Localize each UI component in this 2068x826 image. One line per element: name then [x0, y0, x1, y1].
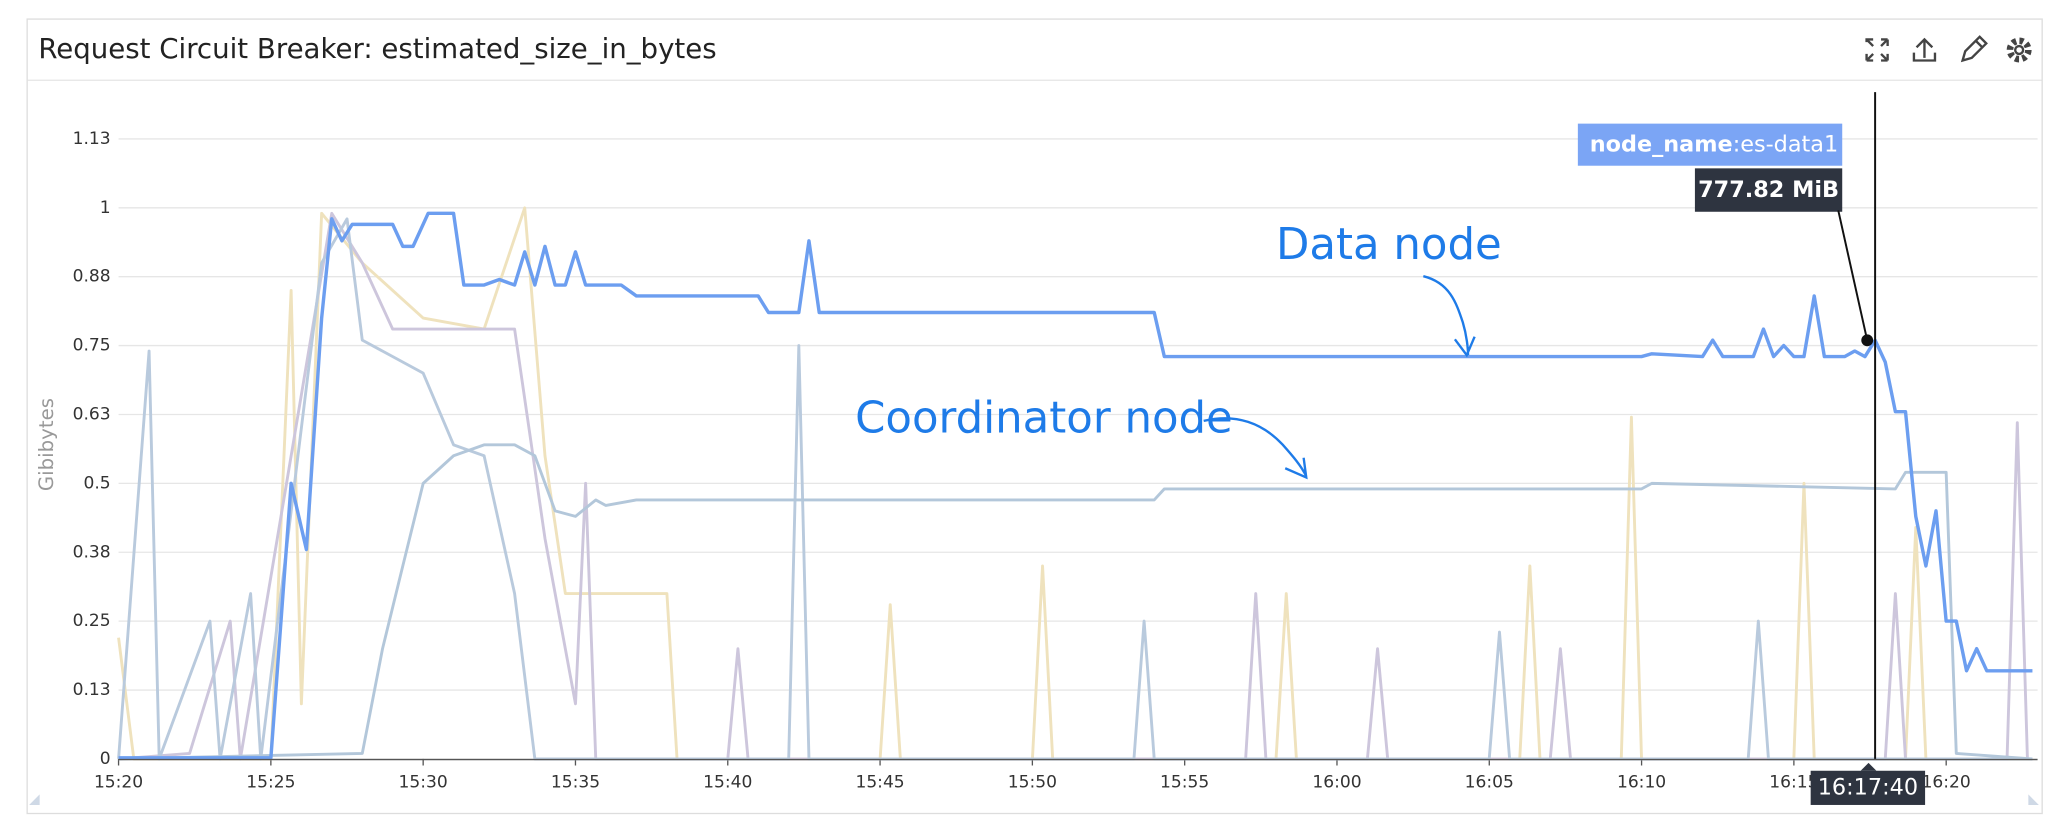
x-tick-label: 15:50 — [1008, 773, 1057, 793]
x-tick-label: 16:10 — [1617, 773, 1666, 793]
y-tick-label: 1 — [100, 198, 111, 218]
x-tick-label: 15:45 — [855, 773, 904, 793]
x-tick-label: 15:30 — [399, 773, 448, 793]
chart-title: Request Circuit Breaker: estimated_size_… — [38, 32, 716, 65]
tooltip-tag-box — [1577, 123, 1843, 166]
fullscreen-icon[interactable] — [1865, 38, 1889, 62]
x-tick-label: 15:20 — [94, 773, 143, 793]
y-tick-label: 0.88 — [73, 267, 111, 287]
hover-point — [1861, 334, 1874, 347]
annotation: Coordinator node — [855, 393, 1233, 443]
x-tick-label: 15:55 — [1160, 773, 1209, 793]
hover-tooltip: node_name:es-data1 777.82 MiB 16:17:40 — [1577, 92, 1926, 805]
y-tick-label: 0 — [100, 749, 111, 769]
settings-icon-center — [2014, 44, 2025, 56]
tooltip-value: 777.82 MiB — [1698, 177, 1839, 203]
tooltip-tag-value: :es-data1 — [1733, 131, 1839, 157]
y-axis-label: Gibibytes — [35, 398, 58, 491]
x-tick-label: 15:25 — [246, 773, 295, 793]
annotation-arrow — [1423, 275, 1476, 358]
y-tick-label: 0.13 — [73, 680, 111, 700]
tooltip-tag: node_name:es-data1 — [1590, 131, 1839, 157]
annotation: Data node — [1276, 220, 1502, 270]
header-icons — [1865, 35, 2032, 63]
series-line — [118, 443, 2033, 761]
y-tick-label: 0.38 — [73, 542, 111, 562]
y-tick-label: 0.75 — [73, 336, 111, 356]
y-tick-label: 0.63 — [73, 404, 111, 424]
cursor-time-box — [1810, 770, 1926, 805]
series-line — [117, 217, 2033, 761]
tooltip-value-box — [1694, 168, 1843, 212]
cursor-time-pointer — [1860, 762, 1877, 771]
cursor-time-label: 16:17:40 — [1818, 774, 1918, 800]
x-tick-label: 15:40 — [703, 773, 752, 793]
settings-icon[interactable] — [2006, 37, 2032, 63]
x-tick-label: 16:00 — [1312, 773, 1361, 793]
y-tick-label: 1.13 — [73, 129, 111, 149]
share-icon[interactable] — [1912, 37, 1937, 62]
x-tick-label: 16:15 — [1769, 773, 1818, 793]
y-tick-label: 0.25 — [73, 611, 111, 631]
lines — [117, 206, 2033, 761]
tooltip-leader — [1837, 210, 1869, 341]
x-tick-label: 16:05 — [1465, 773, 1514, 793]
y-tick-label: 0.5 — [83, 473, 110, 493]
edit-icon[interactable] — [1960, 35, 1988, 63]
x-tick-label: 16:20 — [1922, 773, 1971, 793]
x-tick-label: 15:35 — [551, 773, 600, 793]
tooltip-tag-key: node_name — [1590, 131, 1733, 157]
series-line — [118, 211, 2033, 760]
annotation-arrow — [1203, 417, 1308, 480]
